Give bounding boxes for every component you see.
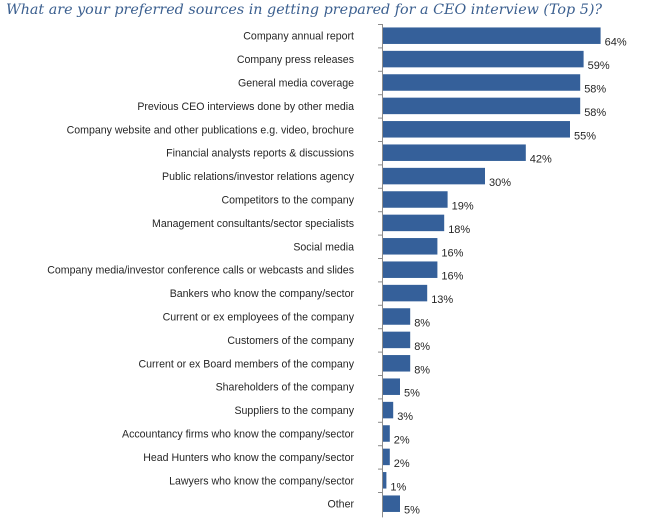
category-labels-group: Company annual report Company press relea… — [47, 31, 354, 511]
value-label: 64% — [605, 37, 627, 49]
bar — [383, 401, 394, 419]
value-label: 58% — [584, 84, 606, 96]
bar — [383, 144, 526, 161]
value-label: 8% — [414, 341, 430, 353]
value-label: 42% — [530, 154, 552, 166]
category-label: Company media/investor conference calls … — [47, 265, 354, 277]
bar — [383, 27, 601, 44]
category-label: Accountancy firms who know the company/s… — [122, 429, 354, 441]
category-label: Shareholders of the company — [216, 382, 355, 394]
bar — [383, 448, 390, 466]
category-label: Lawyers who know the company/sector — [169, 475, 354, 487]
category-label: Financial analysts reports & discussions — [166, 148, 354, 160]
bar — [383, 214, 445, 232]
value-label: 2% — [394, 435, 410, 447]
category-label: Management consultants/sector specialist… — [152, 218, 354, 230]
value-label: 18% — [448, 224, 470, 236]
value-label: 5% — [404, 388, 420, 400]
category-label: Company website and other publications e… — [67, 124, 354, 136]
bar — [383, 50, 584, 68]
bar — [383, 284, 428, 302]
bar — [383, 74, 581, 91]
value-label: 3% — [397, 411, 413, 423]
value-label: 55% — [574, 130, 596, 142]
category-label: Current or ex Board members of the compa… — [138, 358, 354, 370]
category-label: Suppliers to the company — [234, 405, 354, 417]
bar — [383, 425, 390, 442]
value-label: 5% — [404, 505, 420, 517]
value-label: 59% — [588, 60, 610, 72]
bar — [383, 472, 387, 489]
category-label: Public relations/investor relations agen… — [162, 171, 355, 183]
bar — [383, 331, 411, 349]
value-labels-group: 64%59%58%58%55%42%30%19%18%16%16%13%8%8%… — [390, 37, 626, 517]
bar — [383, 191, 448, 208]
category-label: Head Hunters who know the company/sector — [143, 452, 354, 464]
bars-group — [383, 27, 601, 512]
value-label: 30% — [489, 177, 511, 189]
value-label: 16% — [441, 247, 463, 259]
category-label: General media coverage — [238, 78, 354, 90]
chart-title: What are your preferred sources in getti… — [6, 2, 603, 18]
value-label: 19% — [452, 201, 474, 213]
value-label: 2% — [394, 458, 410, 470]
category-label: Customers of the company — [227, 335, 354, 347]
category-label: Other — [328, 499, 355, 511]
bar — [383, 261, 438, 278]
bar — [383, 378, 400, 395]
value-label: 8% — [414, 318, 430, 330]
value-label: 16% — [441, 271, 463, 283]
value-label: 8% — [414, 364, 430, 376]
category-label: Current or ex employees of the company — [163, 312, 355, 324]
bar — [383, 167, 485, 185]
bar — [383, 97, 581, 115]
category-label: Competitors to the company — [222, 195, 355, 207]
value-label: 13% — [431, 294, 453, 306]
bar — [383, 355, 411, 372]
bar — [383, 308, 411, 325]
category-label: Bankers who know the company/sector — [170, 288, 355, 300]
category-label: Company press releases — [237, 54, 354, 66]
bar — [383, 121, 570, 138]
category-label: Company annual report — [243, 31, 354, 43]
bar — [383, 495, 400, 512]
category-label: Social media — [293, 241, 354, 253]
bar — [383, 238, 438, 255]
category-label: Previous CEO interviews done by other me… — [137, 101, 354, 113]
value-label: 1% — [390, 481, 406, 493]
value-label: 58% — [584, 107, 606, 119]
axis-ticks-group — [378, 24, 382, 493]
